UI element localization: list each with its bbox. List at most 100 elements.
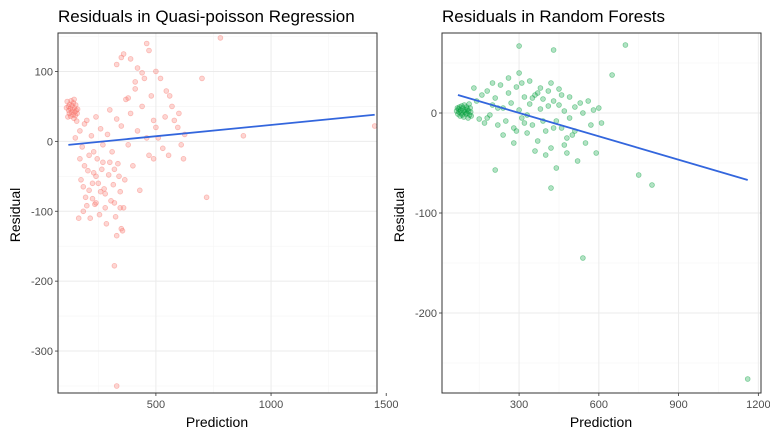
data-point: [199, 75, 205, 82]
y-tick-label: -300: [31, 346, 53, 358]
data-point: [120, 205, 127, 211]
data-point: [545, 103, 552, 109]
data-point: [105, 172, 112, 178]
data-point: [510, 125, 517, 131]
data-point: [510, 140, 517, 146]
data-point: [82, 194, 89, 201]
right-panel: Residuals in Random Forests Prediction R…: [391, 7, 770, 430]
data-point: [70, 112, 76, 118]
data-point: [585, 98, 591, 104]
data-point: [71, 105, 78, 111]
data-point: [132, 86, 139, 92]
data-point: [102, 191, 108, 197]
data-point: [109, 149, 115, 155]
data-point: [84, 117, 90, 124]
data-point: [66, 110, 73, 117]
data-point: [81, 121, 88, 127]
data-point: [150, 117, 157, 124]
data-point: [153, 68, 159, 75]
chart-title: Residuals in Quasi-poisson Regression: [58, 7, 355, 26]
data-point: [566, 115, 573, 121]
data-point: [113, 116, 120, 122]
data-point: [487, 112, 493, 118]
data-point: [744, 376, 751, 382]
data-point: [146, 152, 152, 159]
y-tick-label: -100: [31, 206, 53, 218]
data-point: [107, 159, 113, 166]
x-tick-label: 500: [147, 399, 165, 411]
data-point: [553, 165, 560, 171]
trend-line: [457, 94, 748, 181]
data-point: [465, 108, 472, 114]
data-point: [526, 101, 533, 107]
data-point: [598, 120, 605, 126]
data-point: [77, 128, 83, 134]
data-point: [542, 152, 549, 158]
data-point: [75, 215, 82, 222]
grid: [442, 33, 761, 393]
grid: [58, 33, 377, 393]
data-point: [79, 144, 85, 150]
x-axis-title: Prediction: [570, 414, 632, 430]
data-point: [70, 100, 77, 106]
data-point: [175, 124, 181, 131]
data-point: [80, 184, 87, 190]
data-point: [556, 86, 562, 92]
data-point: [459, 112, 466, 118]
data-point: [458, 103, 465, 109]
data-point: [521, 120, 528, 126]
data-point: [574, 158, 581, 164]
data-point: [139, 103, 145, 110]
data-point: [115, 160, 121, 167]
data-point: [462, 107, 469, 113]
data-point: [464, 110, 470, 116]
data-point: [157, 75, 164, 82]
data-point: [502, 118, 509, 124]
data-point: [153, 124, 159, 131]
data-point: [593, 150, 599, 156]
y-axis-title: Residual: [391, 188, 407, 242]
data-point: [93, 173, 99, 180]
data-point: [111, 200, 118, 206]
data-point: [467, 109, 474, 115]
data-point: [112, 214, 119, 220]
data-point: [86, 152, 92, 159]
data-point: [65, 103, 72, 110]
data-point: [456, 109, 462, 115]
data-point: [580, 255, 586, 261]
data-point: [67, 105, 73, 112]
data-point: [96, 211, 103, 218]
data-point: [582, 140, 589, 146]
data-point: [500, 132, 506, 138]
data-point: [89, 195, 96, 202]
data-point: [529, 95, 536, 101]
data-point: [80, 208, 87, 215]
data-point: [163, 88, 170, 94]
data-point: [160, 145, 166, 152]
data-point: [497, 82, 504, 88]
data-point: [78, 177, 84, 183]
chart-title: Residuals in Random Forests: [442, 7, 665, 26]
data-point: [550, 47, 557, 53]
data-point: [95, 180, 102, 187]
data-point: [518, 80, 525, 86]
data-point: [371, 123, 378, 129]
data-point: [240, 133, 247, 139]
y-tick-label: 0: [431, 108, 437, 120]
data-point: [81, 163, 88, 169]
data-point: [117, 188, 123, 195]
data-point: [463, 111, 469, 117]
data-point: [577, 100, 583, 106]
data-point: [127, 56, 134, 62]
data-point: [479, 92, 485, 98]
data-point: [89, 180, 96, 187]
data-point: [69, 102, 75, 109]
data-point: [73, 118, 80, 124]
data-point: [118, 123, 125, 129]
data-point: [100, 159, 106, 166]
data-point: [513, 84, 520, 90]
data-point: [113, 232, 120, 239]
data-point: [72, 135, 79, 141]
data-point: [171, 117, 178, 124]
